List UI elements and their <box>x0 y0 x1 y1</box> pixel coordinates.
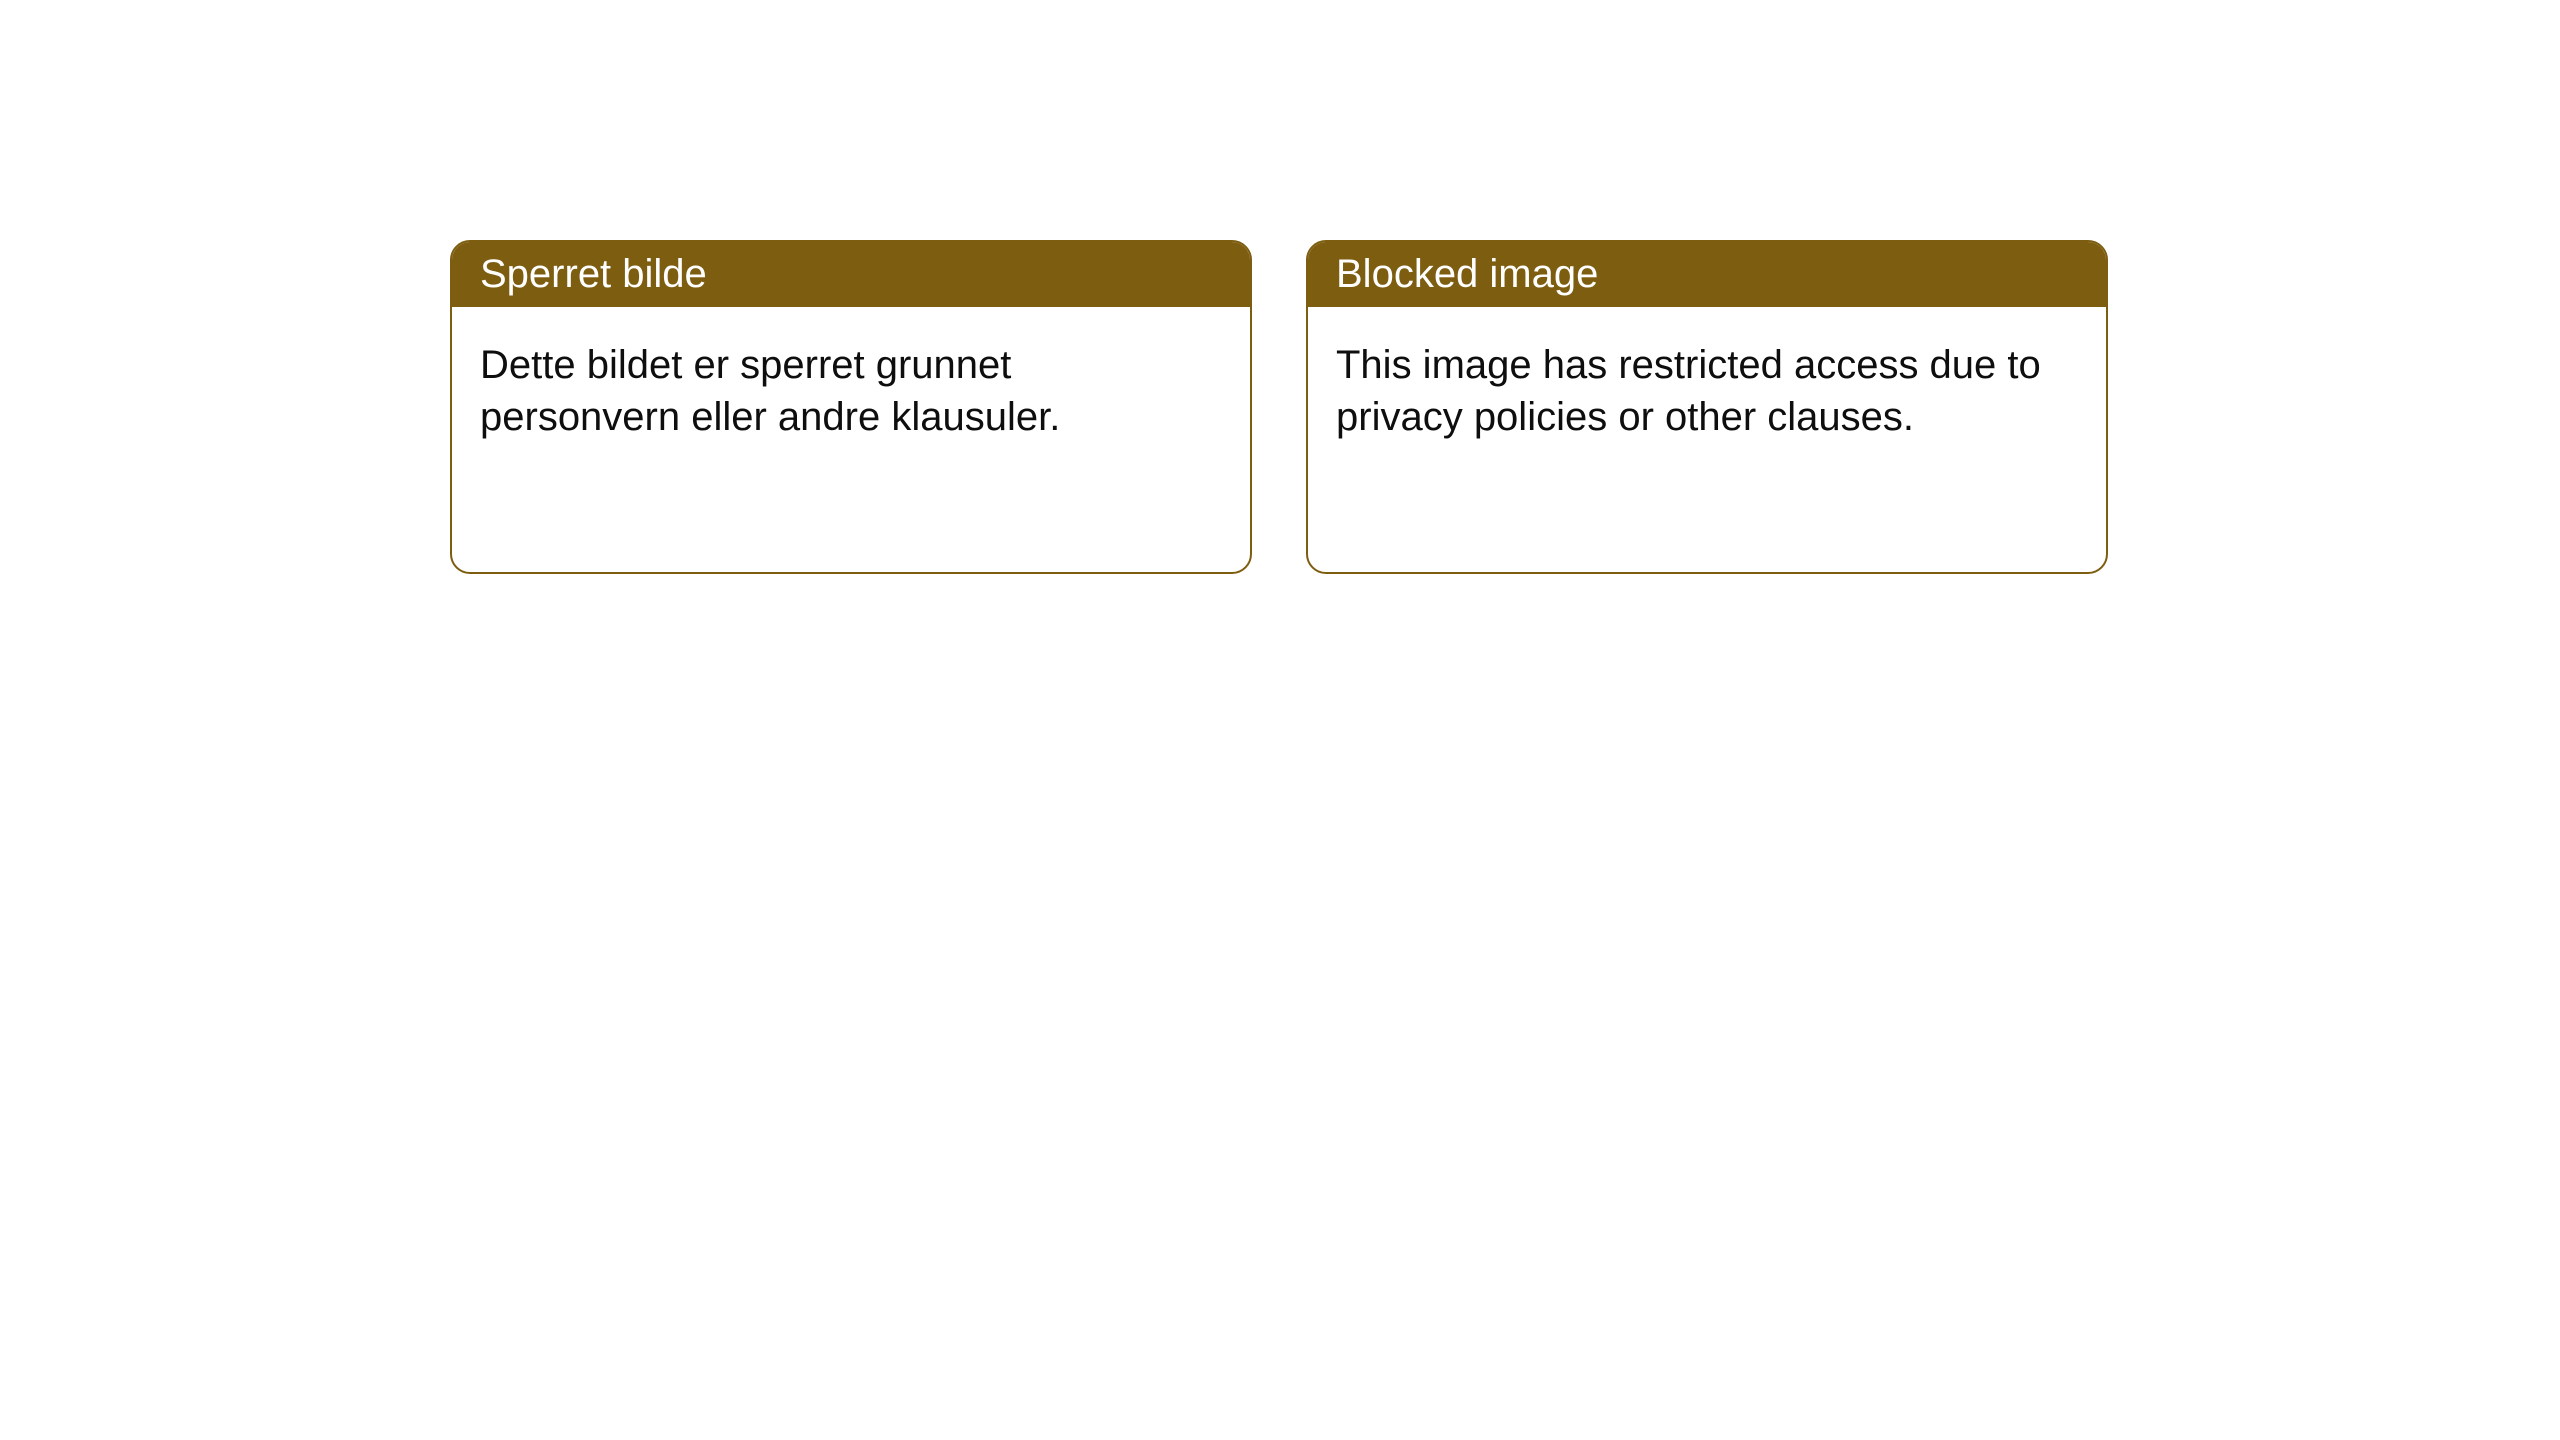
notice-body-text: Dette bildet er sperret grunnet personve… <box>480 343 1060 439</box>
notice-box-norwegian: Sperret bilde Dette bildet er sperret gr… <box>450 240 1252 574</box>
notice-body: Dette bildet er sperret grunnet personve… <box>452 307 1250 475</box>
notice-box-english: Blocked image This image has restricted … <box>1306 240 2108 574</box>
notice-container: Sperret bilde Dette bildet er sperret gr… <box>0 0 2560 574</box>
notice-header: Blocked image <box>1308 242 2106 307</box>
notice-body: This image has restricted access due to … <box>1308 307 2106 475</box>
notice-header: Sperret bilde <box>452 242 1250 307</box>
notice-body-text: This image has restricted access due to … <box>1336 343 2041 439</box>
notice-title: Blocked image <box>1336 252 1598 296</box>
notice-title: Sperret bilde <box>480 252 707 296</box>
